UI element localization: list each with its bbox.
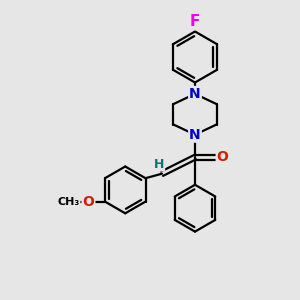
Text: O: O (217, 150, 229, 164)
Text: H: H (154, 158, 164, 171)
Text: CH₃: CH₃ (57, 196, 80, 207)
Text: F: F (190, 14, 200, 29)
Text: N: N (189, 128, 201, 142)
Text: N: N (189, 87, 201, 101)
Text: O: O (82, 195, 94, 208)
